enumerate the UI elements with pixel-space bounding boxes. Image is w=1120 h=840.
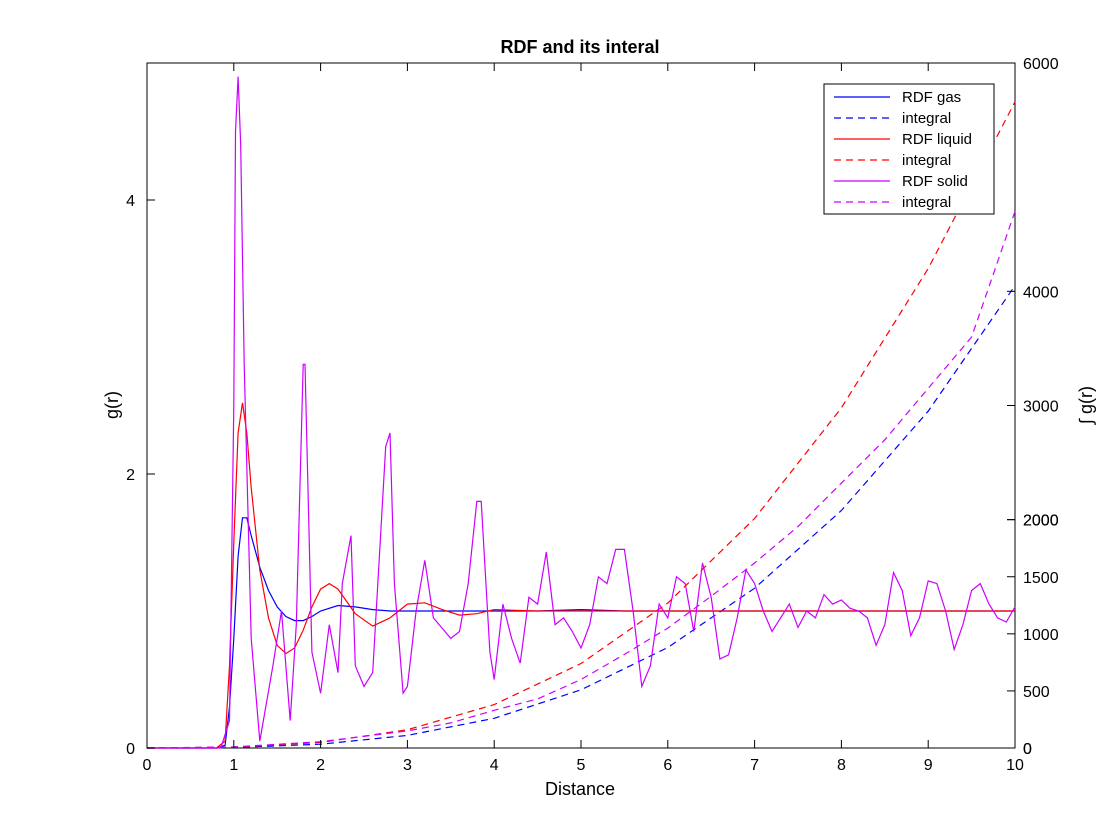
x-tick-label: 9 [924, 757, 933, 774]
y-right-tick-label: 2000 [1023, 513, 1059, 530]
legend-label: integral [902, 194, 951, 211]
x-tick-label: 5 [577, 757, 586, 774]
x-tick-label: 8 [837, 757, 846, 774]
x-tick-label: 7 [750, 757, 759, 774]
series-line-5 [147, 76, 1016, 749]
legend: RDF gas integral RDF liquid integral RDF sol… [823, 83, 995, 215]
x-tick-label: 10 [1006, 757, 1024, 774]
series-line-6 [146, 211, 1016, 749]
x-tick-label: 6 [663, 757, 672, 774]
y-right-tick-label: 6000 [1023, 56, 1059, 73]
legend-box [823, 83, 995, 215]
legend-label: RDF liquid [902, 131, 972, 148]
chart-title: RDF and its interal [500, 37, 659, 57]
y-left-tick-label: 0 [126, 741, 135, 758]
x-tick-label: 2 [316, 757, 325, 774]
y-right-tick-label: 0 [1023, 741, 1032, 758]
x-tick-label: 1 [229, 757, 238, 774]
tick-layer: 0 1 2 3 4 5 6 7 8 9 100240050010001500200020003000… [126, 56, 1059, 774]
x-axis-label: Distance [545, 779, 615, 799]
series-layer [146, 76, 1016, 749]
y-right-tick-label: 0 [1023, 741, 1032, 758]
y-left-tick-label: 4 [126, 193, 135, 210]
legend-label: integral [902, 152, 951, 169]
y-right-tick-label: 500 [1023, 684, 1050, 701]
x-tick-label: 4 [490, 757, 499, 774]
x-tick-label: 0 [143, 757, 152, 774]
series-line-1 [147, 517, 1015, 749]
series-line-3 [147, 402, 1015, 749]
y-right-tick-label: 2000 [1023, 513, 1059, 530]
legend-label: RDF gas [902, 89, 961, 106]
y-left-tick-label: 2 [126, 467, 135, 484]
y-right-axis-label: ∫ g(r) [1076, 386, 1096, 426]
y-left-axis-label: g(r) [102, 391, 122, 419]
legend-label: integral [902, 110, 951, 127]
y-right-tick-label: 1500 [1023, 570, 1059, 587]
y-right-tick-label: 1000 [1023, 627, 1059, 644]
legend-items: RDF gas integral RDF liquid integral RDF sol… [834, 89, 972, 211]
y-right-tick-label: 4000 [1023, 284, 1059, 301]
series-line-2 [146, 285, 1016, 749]
x-tick-label: 3 [403, 757, 412, 774]
y-right-tick-label: 3000 [1023, 399, 1059, 416]
legend-label: RDF solid [902, 173, 968, 190]
